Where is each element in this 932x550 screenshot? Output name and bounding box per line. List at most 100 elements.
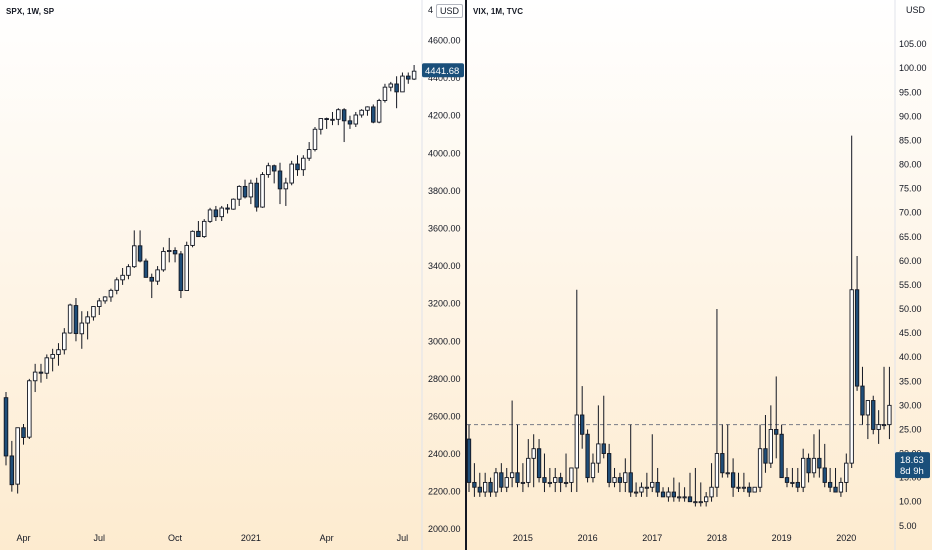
spx-y-tick-label: 4400.00 [428, 73, 461, 83]
vix-candle-body [493, 472, 499, 493]
vix-candle-body [833, 486, 838, 493]
vix-candle-body [483, 481, 488, 493]
spx-candle-body [102, 296, 108, 302]
spx-candle-body [32, 371, 38, 382]
spx-candle-body [120, 274, 125, 281]
vix-candle-body [806, 457, 811, 474]
spx-candle-body [394, 83, 399, 93]
vix-candle-body [876, 424, 881, 430]
vix-x-tick-label: 2018 [707, 533, 727, 543]
vix-candle-body [784, 477, 790, 483]
spx-candle-body [324, 118, 329, 121]
vix-candle-body [822, 467, 827, 483]
vix-last-price-label: 18.63 [900, 455, 924, 466]
vix-candle-body [601, 443, 606, 454]
spx-candle-body [312, 128, 318, 151]
spx-x-tick-label: Oct [168, 533, 183, 543]
spx-x-tick-label: Jul [94, 533, 106, 543]
vix-last-price-badge [895, 452, 930, 479]
vix-y-tick-label: 5.00 [899, 521, 917, 531]
spx-candle-body [254, 182, 259, 208]
vix-candle-body [542, 477, 547, 483]
vix-candle-body [612, 477, 617, 483]
vix-candle-body [563, 481, 569, 484]
spx-candle-body [318, 118, 324, 130]
spx-candle-body [341, 109, 347, 122]
vix-chart-title: VIX, 1M, TVC [473, 7, 524, 16]
vix-candle-body [472, 481, 477, 488]
spx-candles [3, 64, 417, 494]
vix-x-tick-label: 2020 [836, 533, 856, 543]
vix-y-tick-label: 70.00 [899, 208, 922, 218]
vix-candle-body [720, 453, 725, 474]
vix-candle-body [666, 491, 671, 498]
vix-candle-body [741, 486, 747, 489]
vix-candle-body [865, 400, 871, 416]
spx-candle-body [236, 185, 242, 200]
vix-candle-body [790, 481, 795, 484]
spx-candle-body [91, 306, 96, 318]
spx-y-tick-label: 4000.00 [428, 148, 461, 158]
spx-candle-body [137, 245, 143, 262]
spx-candle-body [277, 170, 283, 190]
vix-x-tick-label: 2016 [578, 533, 598, 543]
spx-candle-body [271, 165, 277, 172]
vix-candle-body [768, 428, 773, 464]
spx-candle-body [97, 300, 102, 307]
spx-candle-body [411, 70, 417, 80]
spx-pane-background [0, 0, 465, 550]
spx-candle-body [330, 118, 335, 121]
vix-x-tick-label: 2017 [642, 533, 662, 543]
spx-candle-body [301, 157, 306, 171]
spx-y-tick-label: 3400.00 [428, 261, 461, 271]
vix-candle-body [633, 491, 639, 494]
vix-candle-body [655, 481, 660, 493]
vix-candle-body [628, 472, 633, 493]
vix-candle-body [590, 462, 596, 479]
spx-candle-body [73, 305, 79, 335]
spx-candle-body [21, 427, 26, 438]
vix-countdown-label: 8d 9h [900, 466, 924, 477]
spx-x-tick-label: 2021 [241, 533, 261, 543]
vix-candle-body [617, 477, 623, 483]
vix-y-tick-label: 60.00 [899, 256, 922, 266]
spx-candle-body [266, 165, 271, 176]
vix-y-tick-label: 80.00 [899, 160, 922, 170]
spx-currency-button[interactable]: USD [436, 4, 464, 18]
spx-y-tick-label: 3800.00 [428, 186, 461, 196]
vix-y-tick-label: 40.00 [899, 352, 922, 362]
spx-candle-body [44, 357, 50, 374]
vix-currency-label[interactable]: USD [906, 5, 926, 15]
vix-candle-body [774, 428, 779, 435]
vix-candle-body [660, 491, 666, 498]
vix-candle-body [536, 448, 542, 479]
vix-candle-body [526, 457, 531, 483]
spx-candle-body [27, 380, 32, 438]
vix-candle-body [509, 472, 515, 479]
vix-candle-body [574, 414, 579, 469]
vix-candle-body [704, 496, 709, 503]
spx-candle-body [219, 207, 224, 218]
spx-candle-body [371, 106, 376, 123]
vix-y-tick-label: 45.00 [899, 328, 922, 338]
spx-candle-body [161, 250, 166, 271]
spx-candle-body [213, 209, 219, 218]
vix-candle-body [580, 414, 585, 435]
spx-candle-body [132, 245, 137, 268]
spx-y-tick-label: 4600.00 [428, 36, 461, 46]
spx-candle-body [336, 109, 341, 120]
vix-candle-body [757, 448, 763, 488]
spx-x-tick-label: Apr [320, 533, 334, 543]
spx-y-tick-label: 2200.00 [428, 487, 461, 497]
spx-candle-body [248, 182, 254, 198]
vix-y-tick-label: 85.00 [899, 135, 922, 145]
vix-candle-body [558, 477, 563, 483]
spx-x-tick-label: Jul [397, 533, 409, 543]
vix-candle-body [650, 481, 655, 488]
spx-candle-body [155, 269, 160, 282]
vix-y-tick-label: 30.00 [899, 400, 922, 410]
spx-candle-body [67, 304, 73, 334]
vix-y-tick-label: 100.00 [899, 63, 927, 73]
spx-candle-body [347, 120, 353, 125]
